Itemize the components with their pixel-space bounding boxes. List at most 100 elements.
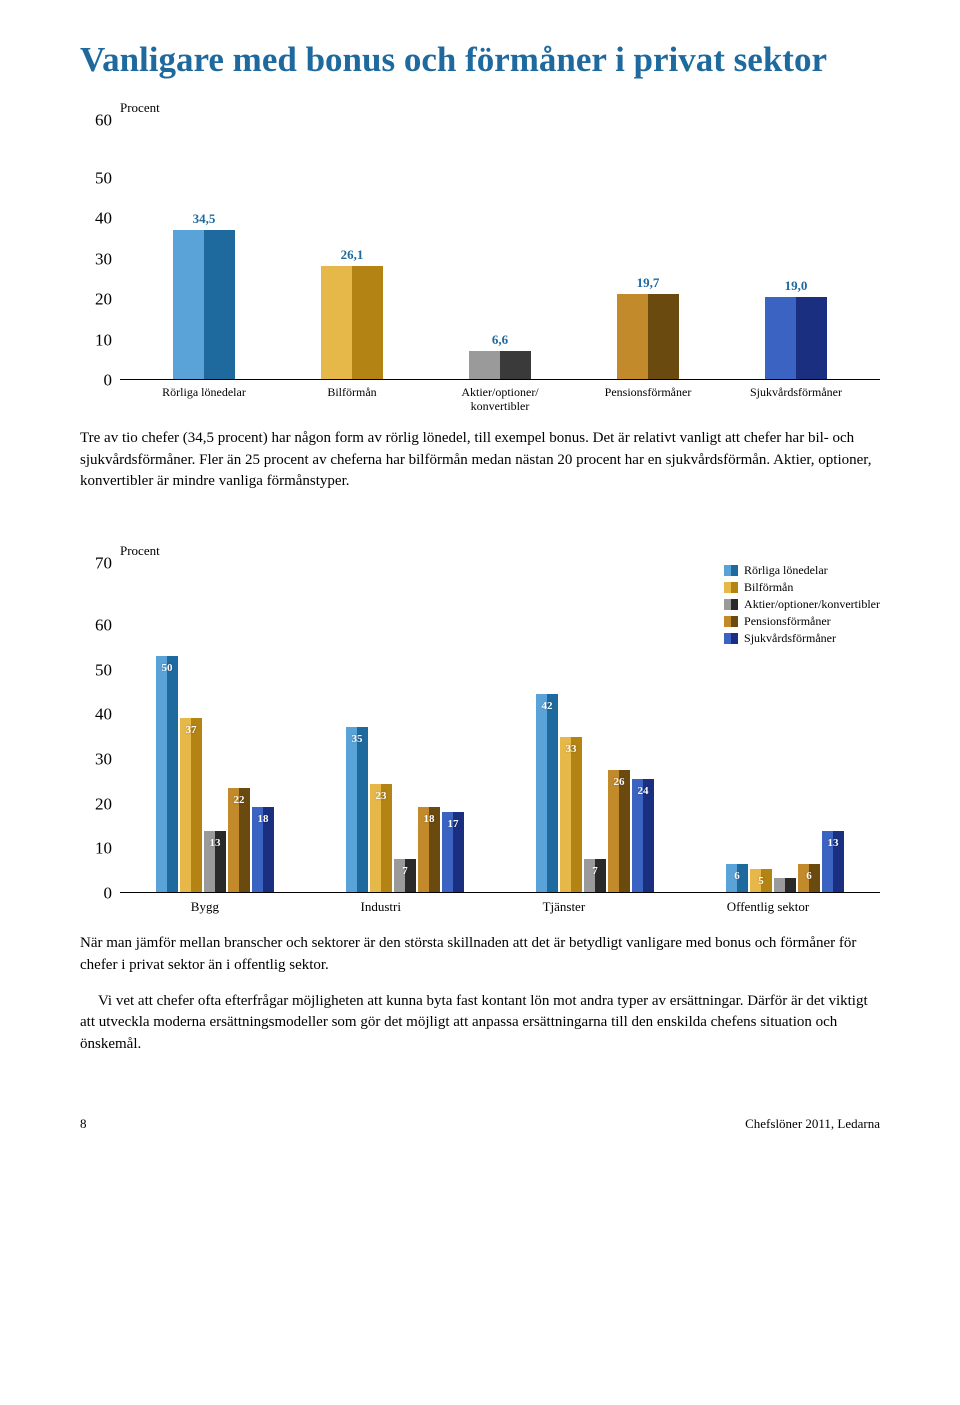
chart1-bar: 19,7 (574, 275, 722, 379)
chart2-value-label: 35 (352, 733, 363, 745)
legend-row: Pensionsförmåner (724, 614, 880, 629)
chart2-value-label: 6 (734, 870, 740, 882)
chart1-bar: 19,0 (722, 278, 870, 379)
chart2-xlabel: Offentlig sektor (727, 899, 809, 915)
legend-row: Sjukvårdsförmåner (724, 631, 880, 646)
legend-label: Pensionsförmåner (744, 614, 831, 629)
chart1-bar-rect (469, 351, 531, 380)
chart2-bar: 13 (822, 819, 844, 892)
chart2-bar: 37 (180, 706, 202, 892)
chart2-bar: 17 (442, 800, 464, 892)
chart2-bar: 6 (726, 852, 748, 892)
chart2-value-label: 7 (402, 865, 408, 877)
chart2-value-label: 50 (162, 662, 173, 674)
legend-swatch (724, 565, 738, 576)
chart1-bar: 6,6 (426, 332, 574, 380)
chart2-bar: 50 (156, 644, 178, 892)
chart2-value-label: 42 (542, 700, 553, 712)
chart2-bar: 13 (204, 819, 226, 892)
legend-row: Bilförmån (724, 580, 880, 595)
chart2-value-label: 13 (210, 837, 221, 849)
chart1-value-label: 34,5 (193, 211, 216, 227)
chart1-ytick: 0 (80, 372, 112, 389)
chart2-ylabel: Procent (120, 543, 880, 559)
legend-row: Aktier/optioner/konvertibler (724, 597, 880, 612)
chart1-value-label: 6,6 (492, 332, 508, 348)
legend-label: Bilförmån (744, 580, 793, 595)
chart1-bar-rect (173, 230, 235, 380)
chart2-value-label: 6 (806, 870, 812, 882)
chart1-ytick: 10 (80, 331, 112, 348)
chart2-xlabel: Tjänster (543, 899, 586, 915)
chart2-bar: 35 (346, 715, 368, 892)
chart2-bar (774, 878, 796, 892)
chart1-xlabels: Rörliga lönedelarBilförmånAktier/optione… (120, 386, 880, 414)
chart1-bar: 34,5 (130, 211, 278, 380)
chart1-bar-rect (321, 266, 383, 379)
chart1-bar-rect (765, 297, 827, 379)
chart2-group: 35 23 7 18 17 (346, 715, 464, 892)
legend-swatch (724, 616, 738, 627)
chart1-xlabel: Rörliga lönedelar (130, 386, 278, 414)
paragraph-3: Vi vet att chefer ofta efterfrågar möjli… (80, 991, 880, 1056)
chart2-ytick: 0 (80, 885, 112, 902)
chart1-xlabel: Sjukvårdsförmåner (722, 386, 870, 414)
paragraph-2: När man jämför mellan branscher och sekt… (80, 933, 880, 977)
chart2-value-label: 22 (234, 794, 245, 806)
chart2-bar-rect (560, 737, 582, 893)
chart2-bar-rect (774, 878, 796, 892)
chart2-bar: 23 (370, 772, 392, 892)
chart1-ytick: 30 (80, 250, 112, 267)
chart2-yaxis: 706050403020100 (80, 563, 120, 893)
chart2-group: 65613 (726, 819, 844, 892)
chart1-value-label: 19,7 (637, 275, 660, 291)
page-number: 8 (80, 1116, 87, 1132)
chart2-bar-rect (346, 727, 368, 892)
chart2-value-label: 26 (614, 776, 625, 788)
paragraph-1: Tre av tio chefer (34,5 procent) har någ… (80, 428, 880, 493)
legend-label: Sjukvårdsförmåner (744, 631, 836, 646)
chart2-bar: 18 (418, 795, 440, 892)
chart2-ytick: 50 (80, 661, 112, 678)
chart2-xlabels: Bygg Industri Tjänster Offentlig sektor (120, 899, 880, 915)
chart2-bar-rect (608, 770, 630, 893)
chart1: Procent 6050403020100 34,526,16,619,719,… (80, 100, 880, 414)
chart2-group: 50 37 13 22 18 (156, 644, 274, 892)
chart1-xlabel: Aktier/optioner/ konvertibler (426, 386, 574, 414)
chart2-value-label: 17 (448, 818, 459, 830)
chart2-ytick: 10 (80, 840, 112, 857)
chart1-value-label: 19,0 (785, 278, 808, 294)
chart1-value-label: 26,1 (341, 247, 364, 263)
chart1-ylabel: Procent (120, 100, 880, 116)
chart2-legend: Rörliga lönedelar Bilförmån Aktier/optione… (724, 563, 880, 648)
footer-source: Chefslöner 2011, Ledarna (745, 1116, 880, 1132)
chart2-bar: 26 (608, 758, 630, 893)
chart2-bar: 7 (584, 847, 606, 892)
chart2-ytick: 40 (80, 706, 112, 723)
chart2-bar: 42 (536, 682, 558, 892)
chart1-yaxis: 6050403020100 (80, 120, 120, 380)
chart1-plot: 34,5 26,1 6,6 19,7 19,0 (120, 120, 880, 380)
chart2-ytick: 30 (80, 750, 112, 767)
legend-row: Rörliga lönedelar (724, 563, 880, 578)
chart2-xlabel: Industri (361, 899, 401, 915)
chart2-bar-rect (180, 718, 202, 892)
chart1-ytick: 20 (80, 291, 112, 308)
chart1-ytick: 40 (80, 210, 112, 227)
chart2-group: 423372624 (536, 682, 654, 892)
legend-swatch (724, 599, 738, 610)
chart2: Procent 706050403020100 5037132218352371… (80, 543, 880, 915)
legend-label: Rörliga lönedelar (744, 563, 828, 578)
chart2-value-label: 7 (592, 865, 598, 877)
chart1-xlabel: Bilförmån (278, 386, 426, 414)
chart2-value-label: 18 (258, 813, 269, 825)
chart2-ytick: 70 (80, 555, 112, 572)
legend-swatch (724, 633, 738, 644)
chart2-ytick: 20 (80, 795, 112, 812)
chart1-ytick: 50 (80, 169, 112, 186)
chart2-bar: 5 (750, 857, 772, 893)
chart2-ytick: 60 (80, 616, 112, 633)
chart2-value-label: 37 (186, 724, 197, 736)
chart1-bar-rect (617, 294, 679, 379)
chart2-xlabel: Bygg (191, 899, 219, 915)
